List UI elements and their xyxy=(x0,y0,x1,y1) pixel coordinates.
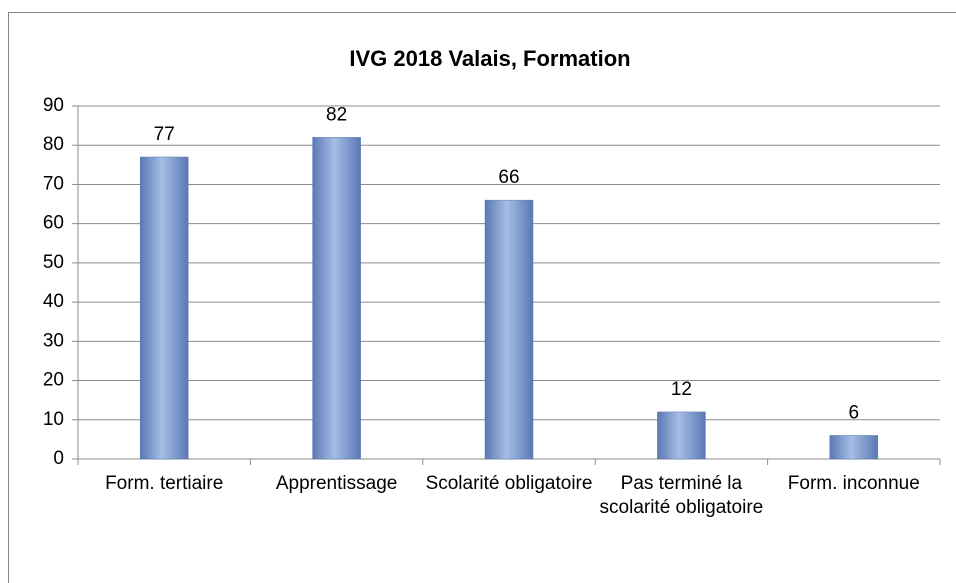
y-tick-label: 80 xyxy=(43,134,64,155)
y-tick-label: 60 xyxy=(43,213,64,234)
y-tick-label: 0 xyxy=(53,448,64,469)
data-label: 6 xyxy=(849,402,860,423)
bar xyxy=(657,411,706,460)
data-label: 12 xyxy=(671,379,692,400)
x-tick-label: Form. tertiaire xyxy=(105,473,224,494)
bar xyxy=(484,199,534,460)
y-tick-label: 30 xyxy=(43,330,64,351)
x-tick-label: Form. inconnue xyxy=(787,473,920,494)
data-label: 66 xyxy=(498,167,519,188)
y-tick-label: 70 xyxy=(43,173,64,194)
y-tick-label: 40 xyxy=(43,291,64,312)
y-tick-label: 20 xyxy=(43,370,64,391)
chart-title: IVG 2018 Valais, Formation xyxy=(349,46,630,71)
data-label: 77 xyxy=(154,124,175,145)
x-tick-label: Scolarité obligatoire xyxy=(425,473,593,494)
bar xyxy=(829,435,879,460)
y-tick-label: 50 xyxy=(43,252,64,273)
y-tick-label: 10 xyxy=(43,409,64,430)
bar xyxy=(312,137,361,460)
x-tick-label: Apprentissage xyxy=(275,473,398,494)
x-tick-label: Pas terminé la scolarité obligatoire xyxy=(599,473,764,518)
y-tick-label: 90 xyxy=(43,95,64,116)
bar xyxy=(139,156,189,460)
data-label: 82 xyxy=(326,104,347,125)
